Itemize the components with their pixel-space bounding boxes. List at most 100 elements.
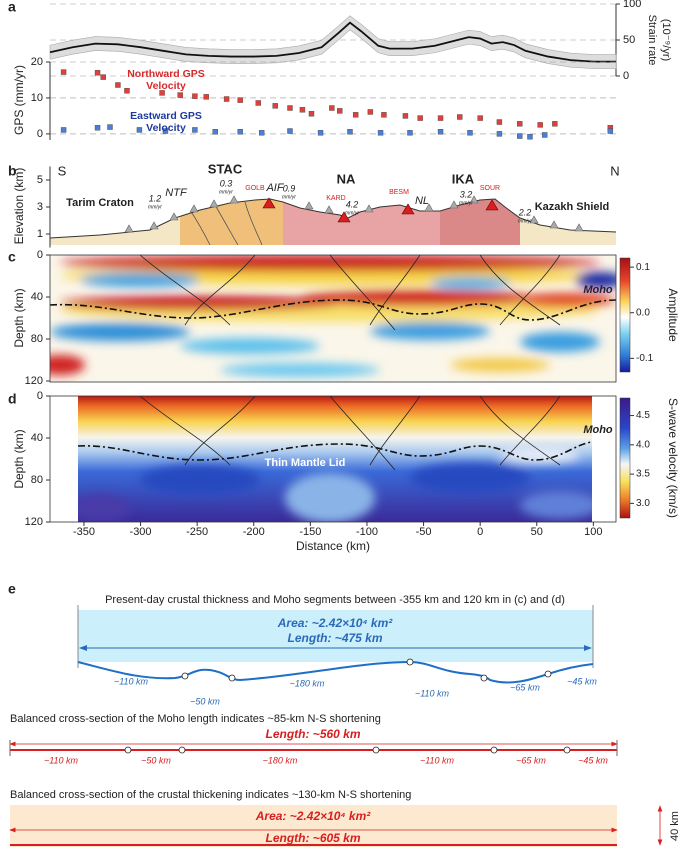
gps-point [107,124,113,130]
x-tick-label: -200 [243,526,265,538]
y-axis-label: Elevation (km) [12,168,26,245]
panel-label: d [8,391,17,407]
station-markers [262,197,499,223]
gps-point [136,127,143,133]
segment-label: ~180 km [290,678,325,688]
x-tick-label: 0 [477,526,483,538]
gps-point [381,112,387,118]
gps-point [527,134,533,140]
moho-label: Moho [583,424,613,436]
gps-point [287,128,293,134]
x-tick-label: -50 [416,526,432,538]
colorbar-tick-label: 3.5 [636,469,650,480]
gps-point [258,130,265,136]
gps-point [537,122,543,128]
colorbar-label: S-wave velocity (km/s) [666,398,680,518]
rate-unit: mm/yr [459,200,473,206]
region-label: Kazakh Shield [535,201,610,213]
x-tick-label: -150 [299,526,321,538]
rate-label: 1.2 [149,193,162,203]
gps-point [237,129,243,135]
gps-point [329,105,335,111]
gps-point [115,82,121,88]
panel-c-frame [49,254,617,383]
section-title: Balanced cross-section of the Moho lengt… [10,713,381,725]
gps-point [477,115,483,121]
gps-point [496,131,503,137]
end-label: S [58,163,67,178]
segment-label: ~180 km [263,755,298,765]
station-triangles [124,195,584,233]
region-label: NA [337,171,356,186]
gps-point [467,130,473,136]
y-tick-label: 10 [31,92,43,104]
gps-point [517,133,523,139]
y-tick-label: 40 [31,432,43,444]
panel-label: e [8,581,16,597]
segment-label: ~110 km [44,755,79,765]
gps-point [124,88,130,94]
colorbar-tick-label: 3.0 [636,498,650,509]
gps-point [299,107,306,113]
present-box [78,610,593,662]
station-label: SOUR [480,185,500,192]
lid-label: Thin Mantle Lid [265,457,346,469]
station-label: KARD [326,195,345,202]
legend-entry: Northward GPS Velocity [127,68,205,92]
segment-label: ~50 km [190,696,220,706]
colorbar-tick-label: 0.0 [636,307,650,318]
gps-point [177,92,183,98]
gps-point [377,130,384,136]
x-tick-label: -100 [356,526,378,538]
colorbar-c [619,257,631,373]
rate-unit: mm/yr [148,204,162,210]
y-axis-label: Depth (km) [12,429,26,488]
gps-point [337,108,343,114]
section-title: Present-day crustal thickness and Moho s… [105,594,565,606]
gps-point [457,114,463,120]
gps-point [541,132,548,138]
gps-point [94,70,101,76]
y2-tick-label: 50 [623,34,635,46]
panel-label: a [8,0,16,15]
segment-label: ~110 km [415,688,450,698]
gps-point [192,93,198,99]
region-label: Tarim Craton [66,197,134,209]
section-title: Balanced cross-section of the crustal th… [10,789,411,801]
segment-label: ~45 km [578,755,608,765]
gps-point [212,129,218,135]
length-label: Length: ~475 km [287,631,382,645]
colorbar-tick-label: 4.0 [636,439,650,450]
rate-label: 2.2 [518,207,532,217]
fault-label: AIF [265,182,284,194]
y-tick-label: 5 [37,174,43,186]
rate-label: 0.9 [283,183,296,193]
thickness-label: 40 km [669,811,681,841]
y2-tick-label: 0 [623,70,629,82]
rate-unit: mm/yr [518,218,532,224]
gps-point [517,121,523,127]
colorbar-d [619,397,631,519]
region-label: IKA [452,171,475,186]
y-axis-label: GPS (mm/yr) [12,65,26,135]
segment-label: ~45 km [567,676,597,686]
y-tick-label: 1 [37,228,43,240]
receiver-function-image [50,255,616,382]
rate-label: 4.2 [346,199,359,209]
gps-point [496,119,503,125]
colorbar-tick-label: -0.1 [636,353,654,364]
y2-axis-label: Strain rate [646,15,658,66]
end-label: N [610,163,619,178]
legend-entry: Eastward GPS Velocity [130,110,202,134]
station-label: GOLB [245,185,265,192]
gps-point [607,128,614,134]
x-tick-label: -350 [73,526,95,538]
segment-label: ~110 km [114,676,149,686]
station-label: BESM [389,189,409,196]
gps-point [237,97,243,103]
panel-label: b [8,163,17,179]
y-tick-label: 40 [31,291,43,303]
gps-point [287,105,293,111]
